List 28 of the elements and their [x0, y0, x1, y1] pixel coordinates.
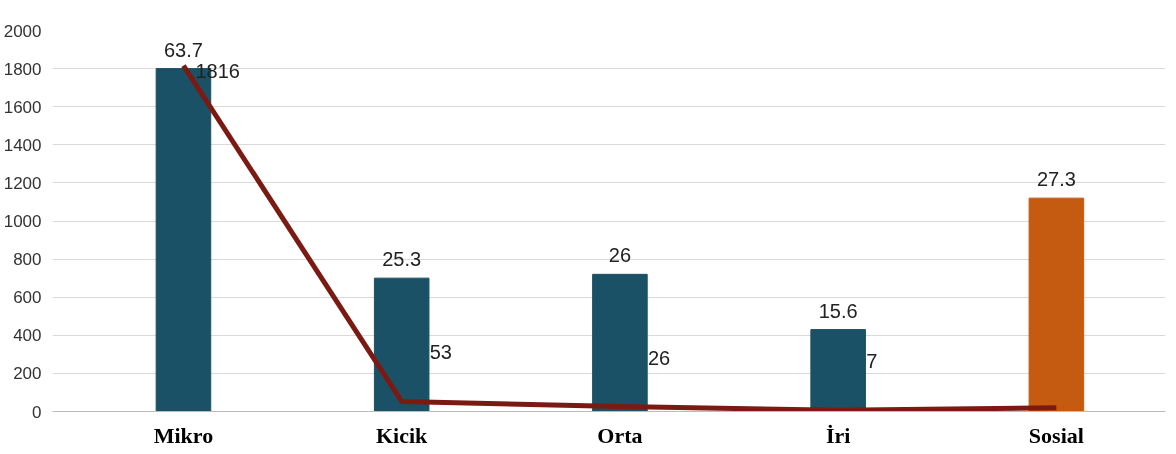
y-tick-label: 600 — [13, 288, 42, 308]
x-tick-label: Kicik — [376, 422, 429, 448]
y-tick-label: 1400 — [3, 135, 42, 155]
data-label: 26 — [647, 346, 671, 369]
y-tick-label: 2000 — [3, 21, 42, 41]
y-tick-label: 1000 — [3, 212, 42, 231]
x-tick-label: Sosial — [1028, 422, 1084, 448]
y-tick-label: 200 — [13, 364, 42, 384]
y-tick-label: 400 — [13, 326, 42, 346]
bar — [373, 277, 430, 412]
annotation: 27.3 — [1036, 168, 1076, 191]
y-tick-label: 1200 — [3, 173, 42, 193]
y-tick-label: 1800 — [3, 59, 42, 79]
annotation: 15.6 — [818, 299, 858, 322]
y-tick-label: 0 — [32, 402, 42, 422]
data-label: 53 — [429, 341, 452, 364]
y-tick-label: 1600 — [3, 97, 42, 117]
x-tick-label: Orta — [597, 422, 643, 448]
annotation: 25.3 — [382, 248, 422, 271]
annotation: 63.7 — [163, 38, 203, 61]
annotation: 26 — [608, 244, 632, 267]
x-tick-label: İri — [825, 422, 851, 448]
y-tick-label: 800 — [13, 250, 42, 270]
x-tick-label: Mikro — [153, 422, 214, 448]
data-label: 7 — [866, 350, 878, 373]
bar — [1028, 197, 1085, 412]
bar — [592, 273, 648, 412]
data-label: 1816 — [195, 59, 240, 82]
